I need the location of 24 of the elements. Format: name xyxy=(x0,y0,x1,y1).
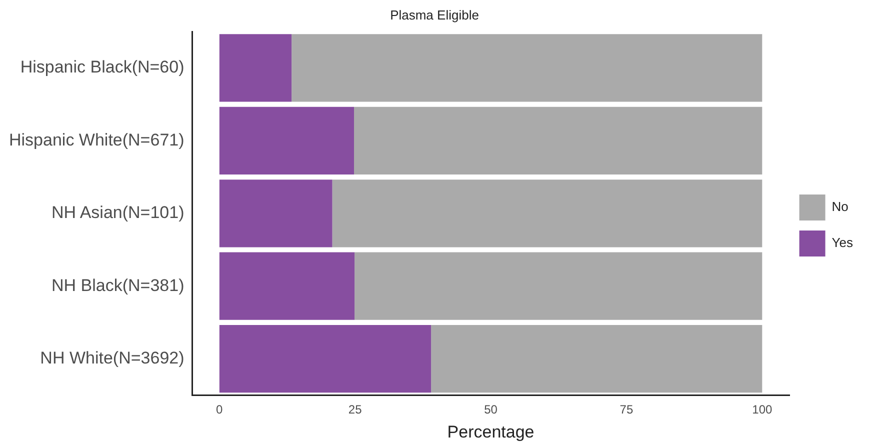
bar xyxy=(219,252,355,320)
y-tick-label: Hispanic Black(N=60) xyxy=(20,58,184,77)
bar xyxy=(219,325,432,393)
chart-title: Plasma Eligible xyxy=(390,7,479,22)
y-tick-label: NH Asian(N=101) xyxy=(51,203,184,222)
y-tick-label: NH Black(N=381) xyxy=(52,276,184,295)
bar xyxy=(354,252,762,320)
bar xyxy=(292,34,762,102)
bar xyxy=(332,180,762,248)
legend-label: No xyxy=(832,199,848,214)
bar xyxy=(354,106,762,174)
x-tick-label: 25 xyxy=(348,402,362,417)
bar xyxy=(219,34,292,102)
x-tick-label: 100 xyxy=(752,402,772,417)
x-tick-label: 75 xyxy=(620,402,634,417)
bar xyxy=(219,180,332,248)
y-tick-label: NH White(N=3692) xyxy=(40,348,184,368)
x-tick-label: 50 xyxy=(484,402,498,417)
x-axis-title: Percentage xyxy=(447,422,534,442)
bar xyxy=(219,106,354,174)
bar xyxy=(431,325,762,393)
y-tick-label: Hispanic White(N=671) xyxy=(8,130,184,150)
x-tick-label: 0 xyxy=(216,402,224,417)
legend-label: Yes xyxy=(832,235,854,250)
